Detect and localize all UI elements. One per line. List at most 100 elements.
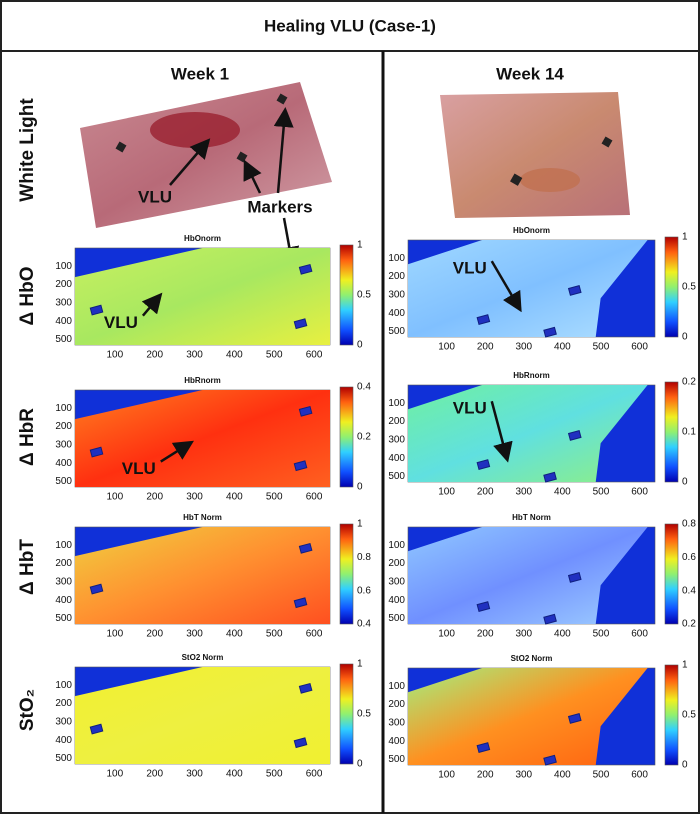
colorbar [339,663,354,765]
y-tick-label: 100 [55,540,72,551]
row-label: White Light [17,98,38,202]
x-tick-label: 400 [554,342,571,353]
marker [298,542,313,554]
x-tick-label: 600 [306,769,323,780]
marker [298,682,313,694]
marker [476,742,491,753]
annotation: VLU [138,187,172,206]
column-heading: Week 1 [171,64,229,83]
colorbar-tick-label: 0.5 [357,709,371,720]
colorbar-tick-label: 0.8 [357,552,371,563]
x-tick-label: 500 [593,629,610,640]
y-tick-label: 300 [388,435,405,446]
marker [567,713,582,724]
y-tick-label: 500 [55,476,72,487]
y-tick-label: 500 [388,471,405,482]
column-heading: Week 14 [496,64,564,83]
x-tick-label: 300 [515,770,532,781]
y-tick-label: 400 [55,316,72,327]
annotation-arrow [141,292,163,317]
x-tick-label: 600 [631,770,648,781]
x-tick-label: 600 [306,492,323,503]
y-tick-label: 300 [55,440,72,451]
marker [293,597,308,609]
x-tick-label: 200 [146,769,163,780]
colorbar-tick-label: 0 [357,759,363,770]
x-tick-label: 600 [306,629,323,640]
x-tick-label: 300 [186,769,203,780]
x-tick-label: 100 [107,769,124,780]
y-tick-label: 300 [388,290,405,301]
annotation: VLU [104,313,138,332]
colorbar-tick-label: 0.4 [682,585,696,596]
row-label: Δ HbO [17,266,38,325]
x-tick-label: 500 [593,487,610,498]
x-tick-label: 500 [266,492,283,503]
marker [89,723,104,735]
figure-title: Healing VLU (Case-1) [264,16,436,35]
x-tick-label: 400 [226,769,243,780]
y-tick-label: 400 [388,453,405,464]
y-tick-label: 200 [388,558,405,569]
colorbar-tick-label: 1 [357,519,363,530]
colorbar-tick-label: 1 [682,232,688,243]
colorbar [339,386,354,488]
marker [543,754,557,766]
annotation: VLU [122,459,156,478]
x-tick-label: 400 [226,350,243,361]
colorbar-tick-label: 0.5 [682,282,696,293]
y-tick-label: 400 [388,308,405,319]
x-tick-label: 200 [477,342,494,353]
tissue-map [408,240,648,337]
y-tick-label: 100 [388,681,405,692]
tissue-map [75,248,330,345]
x-tick-label: 300 [186,350,203,361]
colorbar-tick-label: 0 [682,332,688,343]
x-tick-label: 200 [146,629,163,640]
colorbar-tick-label: 1 [357,240,363,251]
x-tick-label: 400 [554,770,571,781]
colorbar-tick-label: 0.6 [682,552,696,563]
colorbar-tick-label: 0.4 [357,619,371,630]
y-tick-label: 300 [55,298,72,309]
annotation-arrow [490,260,522,313]
annotation: VLU [453,399,487,418]
y-tick-label: 300 [388,577,405,588]
colorbar-tick-label: 1 [682,660,688,671]
x-tick-label: 300 [515,629,532,640]
wound [520,168,580,192]
colorbar-tick-label: 0.2 [682,377,696,388]
x-tick-label: 500 [593,770,610,781]
colorbar-tick-label: 0.4 [357,382,371,393]
marker [543,471,557,483]
y-tick-label: 100 [55,680,72,691]
x-tick-label: 200 [146,350,163,361]
y-tick-label: 200 [388,416,405,427]
colorbar-tick-label: 1 [357,659,363,670]
colorbar [664,523,679,625]
colorbar [664,664,679,766]
y-tick-label: 400 [388,595,405,606]
x-tick-label: 300 [186,629,203,640]
x-tick-label: 100 [107,492,124,503]
y-tick-label: 100 [388,398,405,409]
row-label: StO₂ [17,689,38,731]
marker [293,460,308,472]
annotation: VLU [453,259,487,278]
annotation-arrow [490,400,513,463]
y-tick-label: 400 [55,458,72,469]
panel-title: HbOnorm [513,226,550,235]
annotation: Markers [247,197,312,216]
x-tick-label: 100 [107,350,124,361]
x-tick-label: 200 [146,492,163,503]
x-tick-label: 600 [631,487,648,498]
x-tick-label: 100 [438,770,455,781]
y-tick-label: 200 [388,271,405,282]
colorbar [339,244,354,346]
photo-week14 [440,92,630,218]
x-tick-label: 600 [631,342,648,353]
panel-title: HbT Norm [183,513,222,522]
marker [89,583,104,595]
marker [476,314,491,325]
y-tick-label: 200 [55,558,72,569]
